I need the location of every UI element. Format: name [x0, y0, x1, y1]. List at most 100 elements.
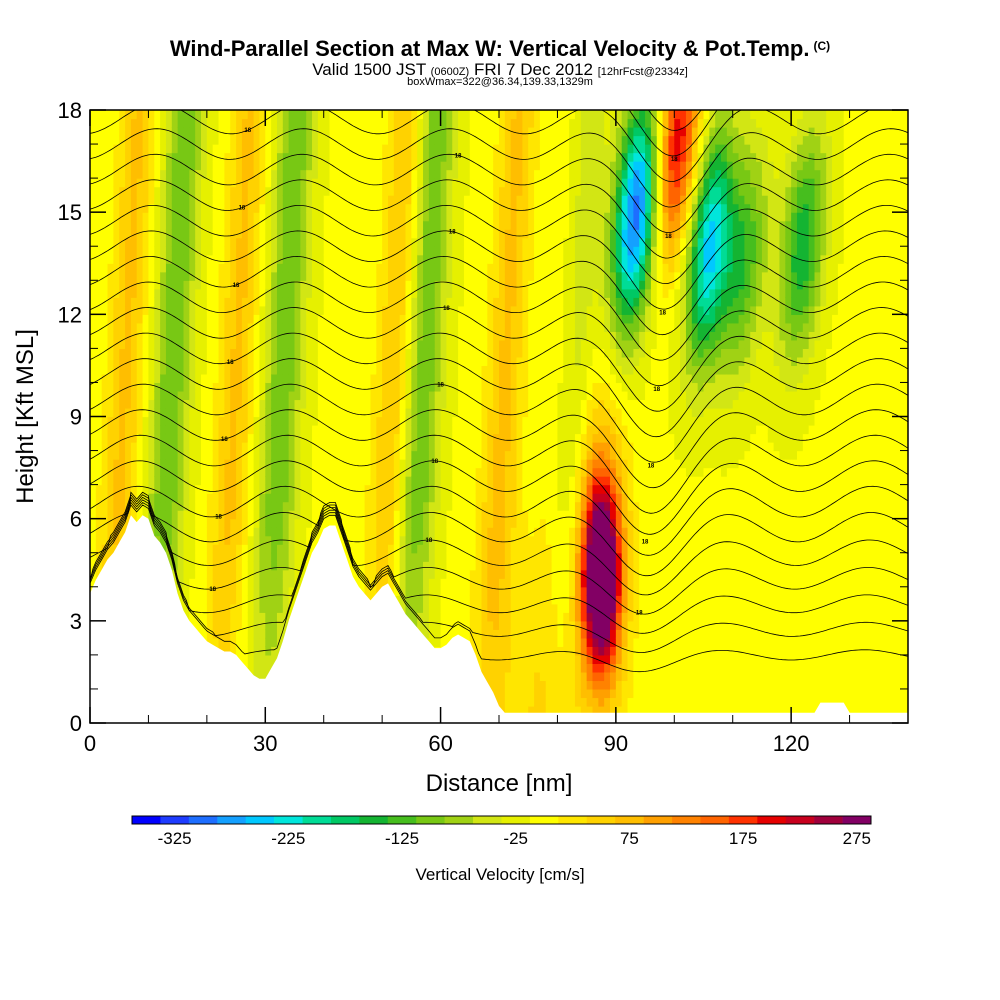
theta-contour — [90, 491, 908, 577]
theta-contour — [90, 409, 908, 489]
colorbar-swatch — [473, 816, 502, 824]
colorbar-tick-label: -325 — [158, 829, 192, 848]
x-tick-label: 60 — [428, 731, 452, 756]
chart-title-text: Wind-Parallel Section at Max W: Vertical… — [169, 36, 810, 61]
theta-contour — [90, 499, 908, 634]
valid-time-jst: Valid 1500 JST — [312, 60, 426, 79]
valid-time: Valid 1500 JST (0600Z) FRI 7 Dec 2012 [1… — [0, 60, 1000, 80]
theta-contour-label: 18 — [431, 459, 438, 465]
colorbar-swatch — [842, 816, 872, 824]
theta-contour-label: 18 — [461, 77, 468, 83]
terrain-mask — [90, 515, 908, 723]
x-tick-label: 90 — [604, 731, 628, 756]
theta-contour-label: 18 — [239, 206, 246, 212]
colorbar-swatch — [785, 816, 815, 824]
theta-contour-label: 18 — [209, 587, 216, 593]
theta-contour-label: 18 — [653, 387, 660, 393]
colorbar-tick-label: -225 — [271, 829, 305, 848]
colorbar-swatch — [529, 816, 559, 824]
theta-contour-label: 18 — [426, 538, 433, 544]
theta-contour — [90, 153, 908, 234]
y-tick-label: 0 — [70, 711, 82, 736]
theta-contour — [90, 496, 908, 615]
theta-contour — [90, 485, 908, 556]
theta-contour-label: 18 — [636, 610, 643, 616]
potential-temperature-contours: 18 18 18 18 18 18 18 18 18 18 18 18 18 18 18 18 18 18 18 18… — [90, 77, 908, 673]
colorbar-tick-label: 75 — [620, 829, 639, 848]
theta-contour — [90, 128, 908, 208]
colorbar-swatch — [274, 816, 303, 824]
colorbar-title: Vertical Velocity [cm/s] — [415, 865, 584, 884]
colorbar-swatch — [217, 816, 246, 824]
y-tick-label: 15 — [58, 200, 82, 225]
box-wmax-info: boxWmax=322@36.34,139.33,1329m — [407, 76, 593, 88]
colorbar-tick-label: 175 — [729, 829, 757, 848]
colorbar-swatch — [700, 816, 730, 824]
copyright-mark: (C) — [813, 39, 831, 53]
theta-contour — [90, 204, 908, 285]
chart-title: Wind-Parallel Section at Max W: Vertical… — [0, 36, 1000, 62]
colorbar-tick-label: 275 — [843, 829, 871, 848]
theta-contour-label: 18 — [437, 382, 444, 388]
colorbar-swatch — [444, 816, 474, 824]
colorbar-swatch — [302, 816, 332, 824]
theta-contour — [90, 179, 908, 259]
colorbar-swatch — [501, 816, 531, 824]
colorbar-swatch — [330, 816, 360, 824]
theta-contour — [90, 383, 908, 463]
colorbar-swatch — [728, 816, 758, 824]
colorbar-swatch — [615, 816, 644, 824]
theta-contour — [90, 281, 908, 361]
colorbar-swatch — [586, 816, 616, 824]
theta-contour — [90, 501, 908, 653]
theta-contour — [90, 307, 908, 387]
y-tick-label: 6 — [70, 507, 82, 532]
y-tick-label: 18 — [58, 98, 82, 123]
theta-contour — [90, 358, 908, 438]
theta-contour-label: 18 — [648, 464, 655, 470]
colorbar-swatch — [757, 816, 787, 824]
theta-contour-label: 18 — [221, 437, 228, 443]
theta-contour-label: 18 — [233, 283, 240, 289]
colorbar-swatch — [245, 816, 275, 824]
colorbar-swatch — [160, 816, 190, 824]
colorbar-swatch — [188, 816, 218, 824]
colorbar-tick-label: -125 — [385, 829, 419, 848]
theta-contour — [90, 230, 908, 310]
x-tick-label: 0 — [84, 731, 96, 756]
colorbar-frame — [131, 815, 872, 825]
theta-contour-label: 18 — [455, 153, 462, 159]
theta-contour-label: 18 — [659, 311, 666, 317]
y-tick-label: 3 — [70, 609, 82, 634]
theta-contour-label: 18 — [443, 306, 450, 312]
theta-contour — [90, 110, 870, 182]
y-tick-label: 9 — [70, 405, 82, 430]
colorbar-swatch — [672, 816, 701, 824]
x-axis-title: Distance [nm] — [426, 770, 573, 797]
theta-contour — [90, 332, 908, 412]
colorbar-swatch — [558, 816, 588, 824]
theta-contour-label: 18 — [677, 80, 684, 86]
theta-contour-label: 18 — [244, 128, 251, 134]
valid-time-utc: (0600Z) — [430, 66, 470, 78]
theta-contour — [90, 460, 908, 535]
theta-contour — [90, 504, 908, 673]
colorbar-swatch — [359, 816, 389, 824]
theta-contour-label: 18 — [215, 514, 222, 520]
colorbar: -325 -225 -125 -25 75 175 275 Vertical Velocity… — [131, 815, 872, 884]
theta-contour-label: 18 — [449, 230, 456, 236]
theta-contour — [90, 434, 908, 514]
colorbar-swatch — [387, 816, 417, 824]
theta-contour-label: 18 — [227, 360, 234, 366]
theta-contour-label: 18 — [642, 539, 649, 545]
colorbar-swatch — [132, 816, 161, 824]
colorbar-swatch — [814, 816, 843, 824]
theta-contour — [90, 494, 908, 596]
valid-date: FRI 7 Dec 2012 — [473, 60, 593, 79]
y-tick-label: 12 — [58, 302, 82, 327]
theta-contour-label: 18 — [671, 157, 678, 163]
colorbar-swatch — [643, 816, 673, 824]
y-axis-title: Height [Kft MSL] — [12, 329, 39, 504]
colorbar-swatch — [416, 816, 445, 824]
